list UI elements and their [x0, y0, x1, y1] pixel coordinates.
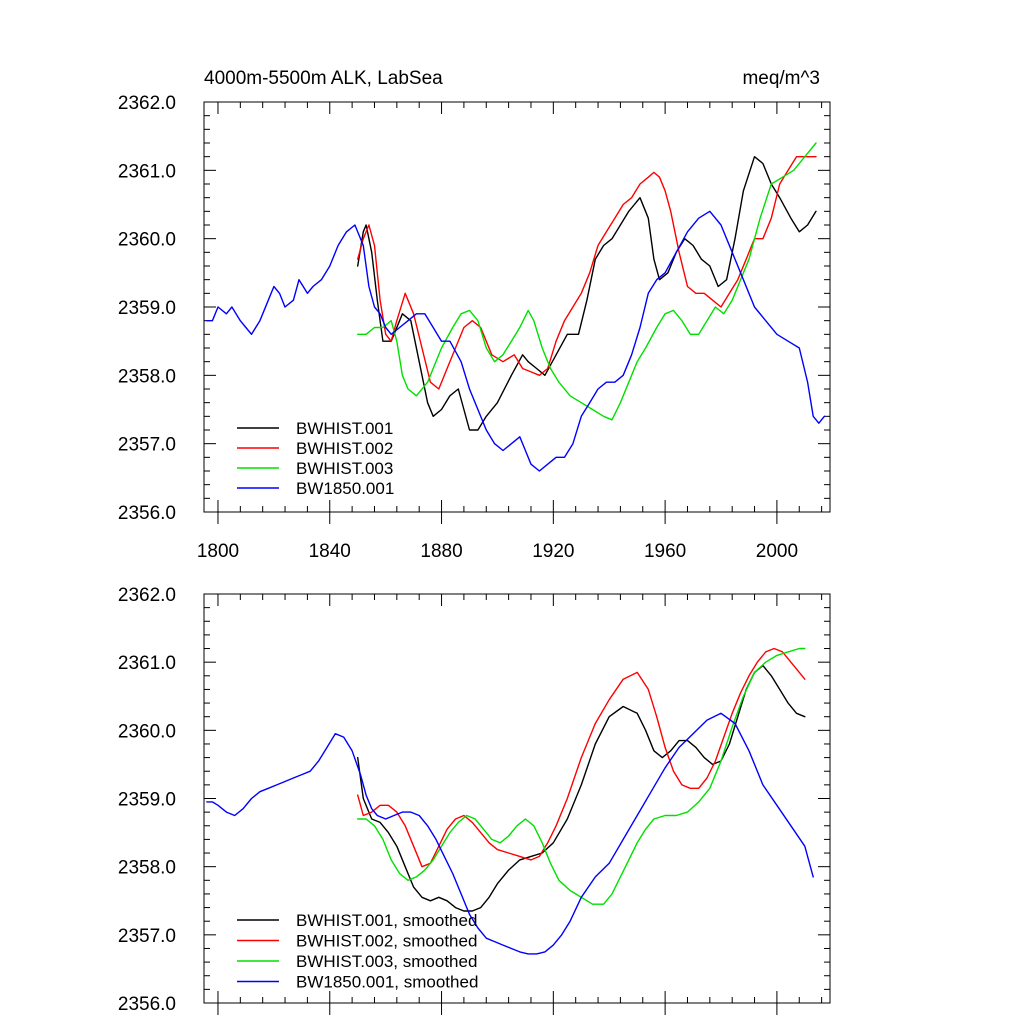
y-tick-label: 2358.0: [118, 366, 176, 387]
x-tick-label: 1800: [197, 541, 239, 562]
y-tick-label: 2357.0: [118, 926, 176, 947]
bottom-panel: 2356.0 2357.0 2358.0 2359.0 2360.0 2361.0 2362…: [118, 585, 831, 1015]
series-line: [357, 664, 806, 912]
legend-label: BWHIST.001, smoothed: [296, 911, 477, 930]
y-tick-label: 2361.0: [118, 653, 176, 674]
x-tick-label: 1840: [309, 541, 351, 562]
y-tick-label: 2358.0: [118, 858, 176, 879]
y-tick-label: 2357.0: [118, 435, 176, 456]
y-tick-label: 2356.0: [118, 994, 176, 1015]
y-tick-label: 2359.0: [118, 790, 176, 811]
x-tick-label: 1960: [644, 541, 686, 562]
legend-label: BWHIST.003: [296, 459, 393, 478]
series-line: [206, 712, 814, 955]
x-tick-label: 1920: [532, 541, 574, 562]
top-panel-units: meq/m^3: [742, 68, 820, 89]
x-tick-label: 1880: [420, 541, 462, 562]
y-tick-label: 2362.0: [118, 585, 176, 606]
y-tick-label: 2362.0: [118, 93, 176, 114]
legend-label: BWHIST.003, smoothed: [296, 952, 477, 971]
series-line: [357, 155, 817, 390]
top-panel-title: 4000m-5500m ALK, LabSea: [204, 68, 443, 89]
y-tick-label: 2356.0: [118, 503, 176, 524]
x-tick-label: 2000: [756, 541, 798, 562]
series-line: [357, 647, 806, 905]
top-panel-plot-area: [206, 142, 826, 472]
y-tick-label: 2359.0: [118, 298, 176, 319]
series-line: [357, 647, 806, 868]
y-tick-label: 2361.0: [118, 161, 176, 182]
bottom-panel-axes: 2356.0 2357.0 2358.0 2359.0 2360.0 2361.0 2362…: [118, 585, 831, 1015]
bottom-panel-plot-area: [206, 647, 814, 955]
series-line: [357, 155, 817, 431]
y-tick-label: 2360.0: [118, 721, 176, 742]
legend-label: BWHIST.002: [296, 439, 393, 458]
top-panel: 4000m-5500m ALK, LabSea meq/m^3 2356.023…: [118, 68, 831, 562]
series-line: [357, 142, 817, 421]
bottom-panel-legend: BWHIST.001, smoothed BWHIST.002, smoothed…: [237, 911, 478, 992]
y-tick-label: 2360.0: [118, 230, 176, 251]
series-line: [206, 210, 826, 472]
top-panel-axes: 2356.0 2357.0 2358.0 2359.0 2360.0 2361.0 2362…: [118, 93, 831, 562]
legend-label: BWHIST.001: [296, 419, 393, 438]
legend-label: BW1850.001: [296, 479, 394, 498]
legend-label: BW1850.001, smoothed: [296, 973, 478, 992]
legend-label: BWHIST.002, smoothed: [296, 932, 477, 951]
